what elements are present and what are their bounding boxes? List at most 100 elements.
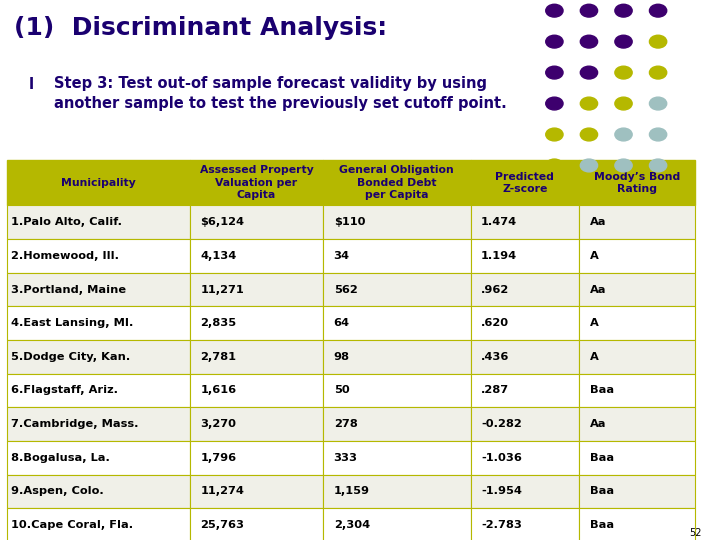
FancyBboxPatch shape <box>190 508 323 540</box>
FancyBboxPatch shape <box>190 239 323 273</box>
FancyBboxPatch shape <box>7 273 190 306</box>
Text: 1,159: 1,159 <box>333 487 369 496</box>
FancyBboxPatch shape <box>471 206 580 239</box>
Text: 1.Palo Alto, Calif.: 1.Palo Alto, Calif. <box>11 217 122 227</box>
Circle shape <box>615 159 632 172</box>
Circle shape <box>546 128 563 141</box>
FancyBboxPatch shape <box>580 273 696 306</box>
Text: -0.282: -0.282 <box>481 419 522 429</box>
FancyBboxPatch shape <box>323 340 471 374</box>
Text: 50: 50 <box>333 386 349 395</box>
Circle shape <box>580 128 598 141</box>
Text: 3,270: 3,270 <box>200 419 236 429</box>
FancyBboxPatch shape <box>7 239 190 273</box>
Text: -2.783: -2.783 <box>481 520 522 530</box>
Text: 2,304: 2,304 <box>333 520 370 530</box>
Circle shape <box>615 97 632 110</box>
FancyBboxPatch shape <box>471 441 580 475</box>
Text: $6,124: $6,124 <box>200 217 244 227</box>
Circle shape <box>615 128 632 141</box>
Circle shape <box>580 159 598 172</box>
Text: (1)  Discriminant Analysis:: (1) Discriminant Analysis: <box>14 16 387 40</box>
Circle shape <box>615 66 632 79</box>
FancyBboxPatch shape <box>190 273 323 306</box>
FancyBboxPatch shape <box>323 160 471 206</box>
Circle shape <box>546 97 563 110</box>
FancyBboxPatch shape <box>580 306 696 340</box>
Text: 562: 562 <box>333 285 357 294</box>
Text: 8.Bogalusa, La.: 8.Bogalusa, La. <box>11 453 109 463</box>
FancyBboxPatch shape <box>323 441 471 475</box>
Text: 9.Aspen, Colo.: 9.Aspen, Colo. <box>11 487 104 496</box>
Text: .436: .436 <box>481 352 510 362</box>
Text: .620: .620 <box>481 318 509 328</box>
FancyBboxPatch shape <box>580 340 696 374</box>
Text: Municipality: Municipality <box>61 178 136 188</box>
Text: 333: 333 <box>333 453 358 463</box>
FancyBboxPatch shape <box>190 374 323 407</box>
Text: 4.East Lansing, MI.: 4.East Lansing, MI. <box>11 318 133 328</box>
Text: 2.Homewood, Ill.: 2.Homewood, Ill. <box>11 251 119 261</box>
Text: Aa: Aa <box>590 419 606 429</box>
Text: 278: 278 <box>333 419 357 429</box>
FancyBboxPatch shape <box>323 273 471 306</box>
Circle shape <box>649 66 667 79</box>
Text: 5.Dodge City, Kan.: 5.Dodge City, Kan. <box>11 352 130 362</box>
FancyBboxPatch shape <box>323 475 471 508</box>
Text: 7.Cambridge, Mass.: 7.Cambridge, Mass. <box>11 419 138 429</box>
Text: 2,781: 2,781 <box>200 352 236 362</box>
Text: 1.194: 1.194 <box>481 251 517 261</box>
Text: 11,271: 11,271 <box>200 285 244 294</box>
Text: l: l <box>29 77 34 92</box>
Circle shape <box>649 159 667 172</box>
Circle shape <box>615 4 632 17</box>
FancyBboxPatch shape <box>190 407 323 441</box>
FancyBboxPatch shape <box>580 441 696 475</box>
Circle shape <box>615 35 632 48</box>
Circle shape <box>649 35 667 48</box>
FancyBboxPatch shape <box>471 160 580 206</box>
FancyBboxPatch shape <box>580 160 696 206</box>
Text: 64: 64 <box>333 318 350 328</box>
Circle shape <box>649 97 667 110</box>
Circle shape <box>546 66 563 79</box>
Text: -1.954: -1.954 <box>481 487 522 496</box>
FancyBboxPatch shape <box>7 475 190 508</box>
FancyBboxPatch shape <box>580 407 696 441</box>
FancyBboxPatch shape <box>190 475 323 508</box>
FancyBboxPatch shape <box>7 340 190 374</box>
FancyBboxPatch shape <box>190 160 323 206</box>
Circle shape <box>649 4 667 17</box>
Text: Step 3: Test out-of sample forecast validity by using
another sample to test the: Step 3: Test out-of sample forecast vali… <box>54 76 507 111</box>
Text: 52: 52 <box>690 528 702 538</box>
Text: A: A <box>590 352 598 362</box>
Text: 4,134: 4,134 <box>200 251 236 261</box>
Text: Moody’s Bond
Rating: Moody’s Bond Rating <box>594 172 680 194</box>
Text: 2,835: 2,835 <box>200 318 236 328</box>
Text: .962: .962 <box>481 285 509 294</box>
FancyBboxPatch shape <box>471 407 580 441</box>
FancyBboxPatch shape <box>471 273 580 306</box>
FancyBboxPatch shape <box>7 508 190 540</box>
FancyBboxPatch shape <box>7 206 190 239</box>
FancyBboxPatch shape <box>471 475 580 508</box>
Circle shape <box>580 97 598 110</box>
Text: A: A <box>590 251 598 261</box>
FancyBboxPatch shape <box>471 508 580 540</box>
FancyBboxPatch shape <box>580 239 696 273</box>
Text: General Obligation
Bonded Debt
per Capita: General Obligation Bonded Debt per Capit… <box>339 165 454 200</box>
Text: 1.474: 1.474 <box>481 217 517 227</box>
Text: 3.Portland, Maine: 3.Portland, Maine <box>11 285 126 294</box>
FancyBboxPatch shape <box>580 475 696 508</box>
Text: Predicted
Z-score: Predicted Z-score <box>495 172 554 194</box>
Circle shape <box>546 35 563 48</box>
FancyBboxPatch shape <box>323 206 471 239</box>
FancyBboxPatch shape <box>471 306 580 340</box>
Text: -1.036: -1.036 <box>481 453 522 463</box>
FancyBboxPatch shape <box>323 407 471 441</box>
Text: 6.Flagstaff, Ariz.: 6.Flagstaff, Ariz. <box>11 386 117 395</box>
Text: 10.Cape Coral, Fla.: 10.Cape Coral, Fla. <box>11 520 132 530</box>
FancyBboxPatch shape <box>580 508 696 540</box>
Circle shape <box>546 159 563 172</box>
Text: 1,616: 1,616 <box>200 386 236 395</box>
